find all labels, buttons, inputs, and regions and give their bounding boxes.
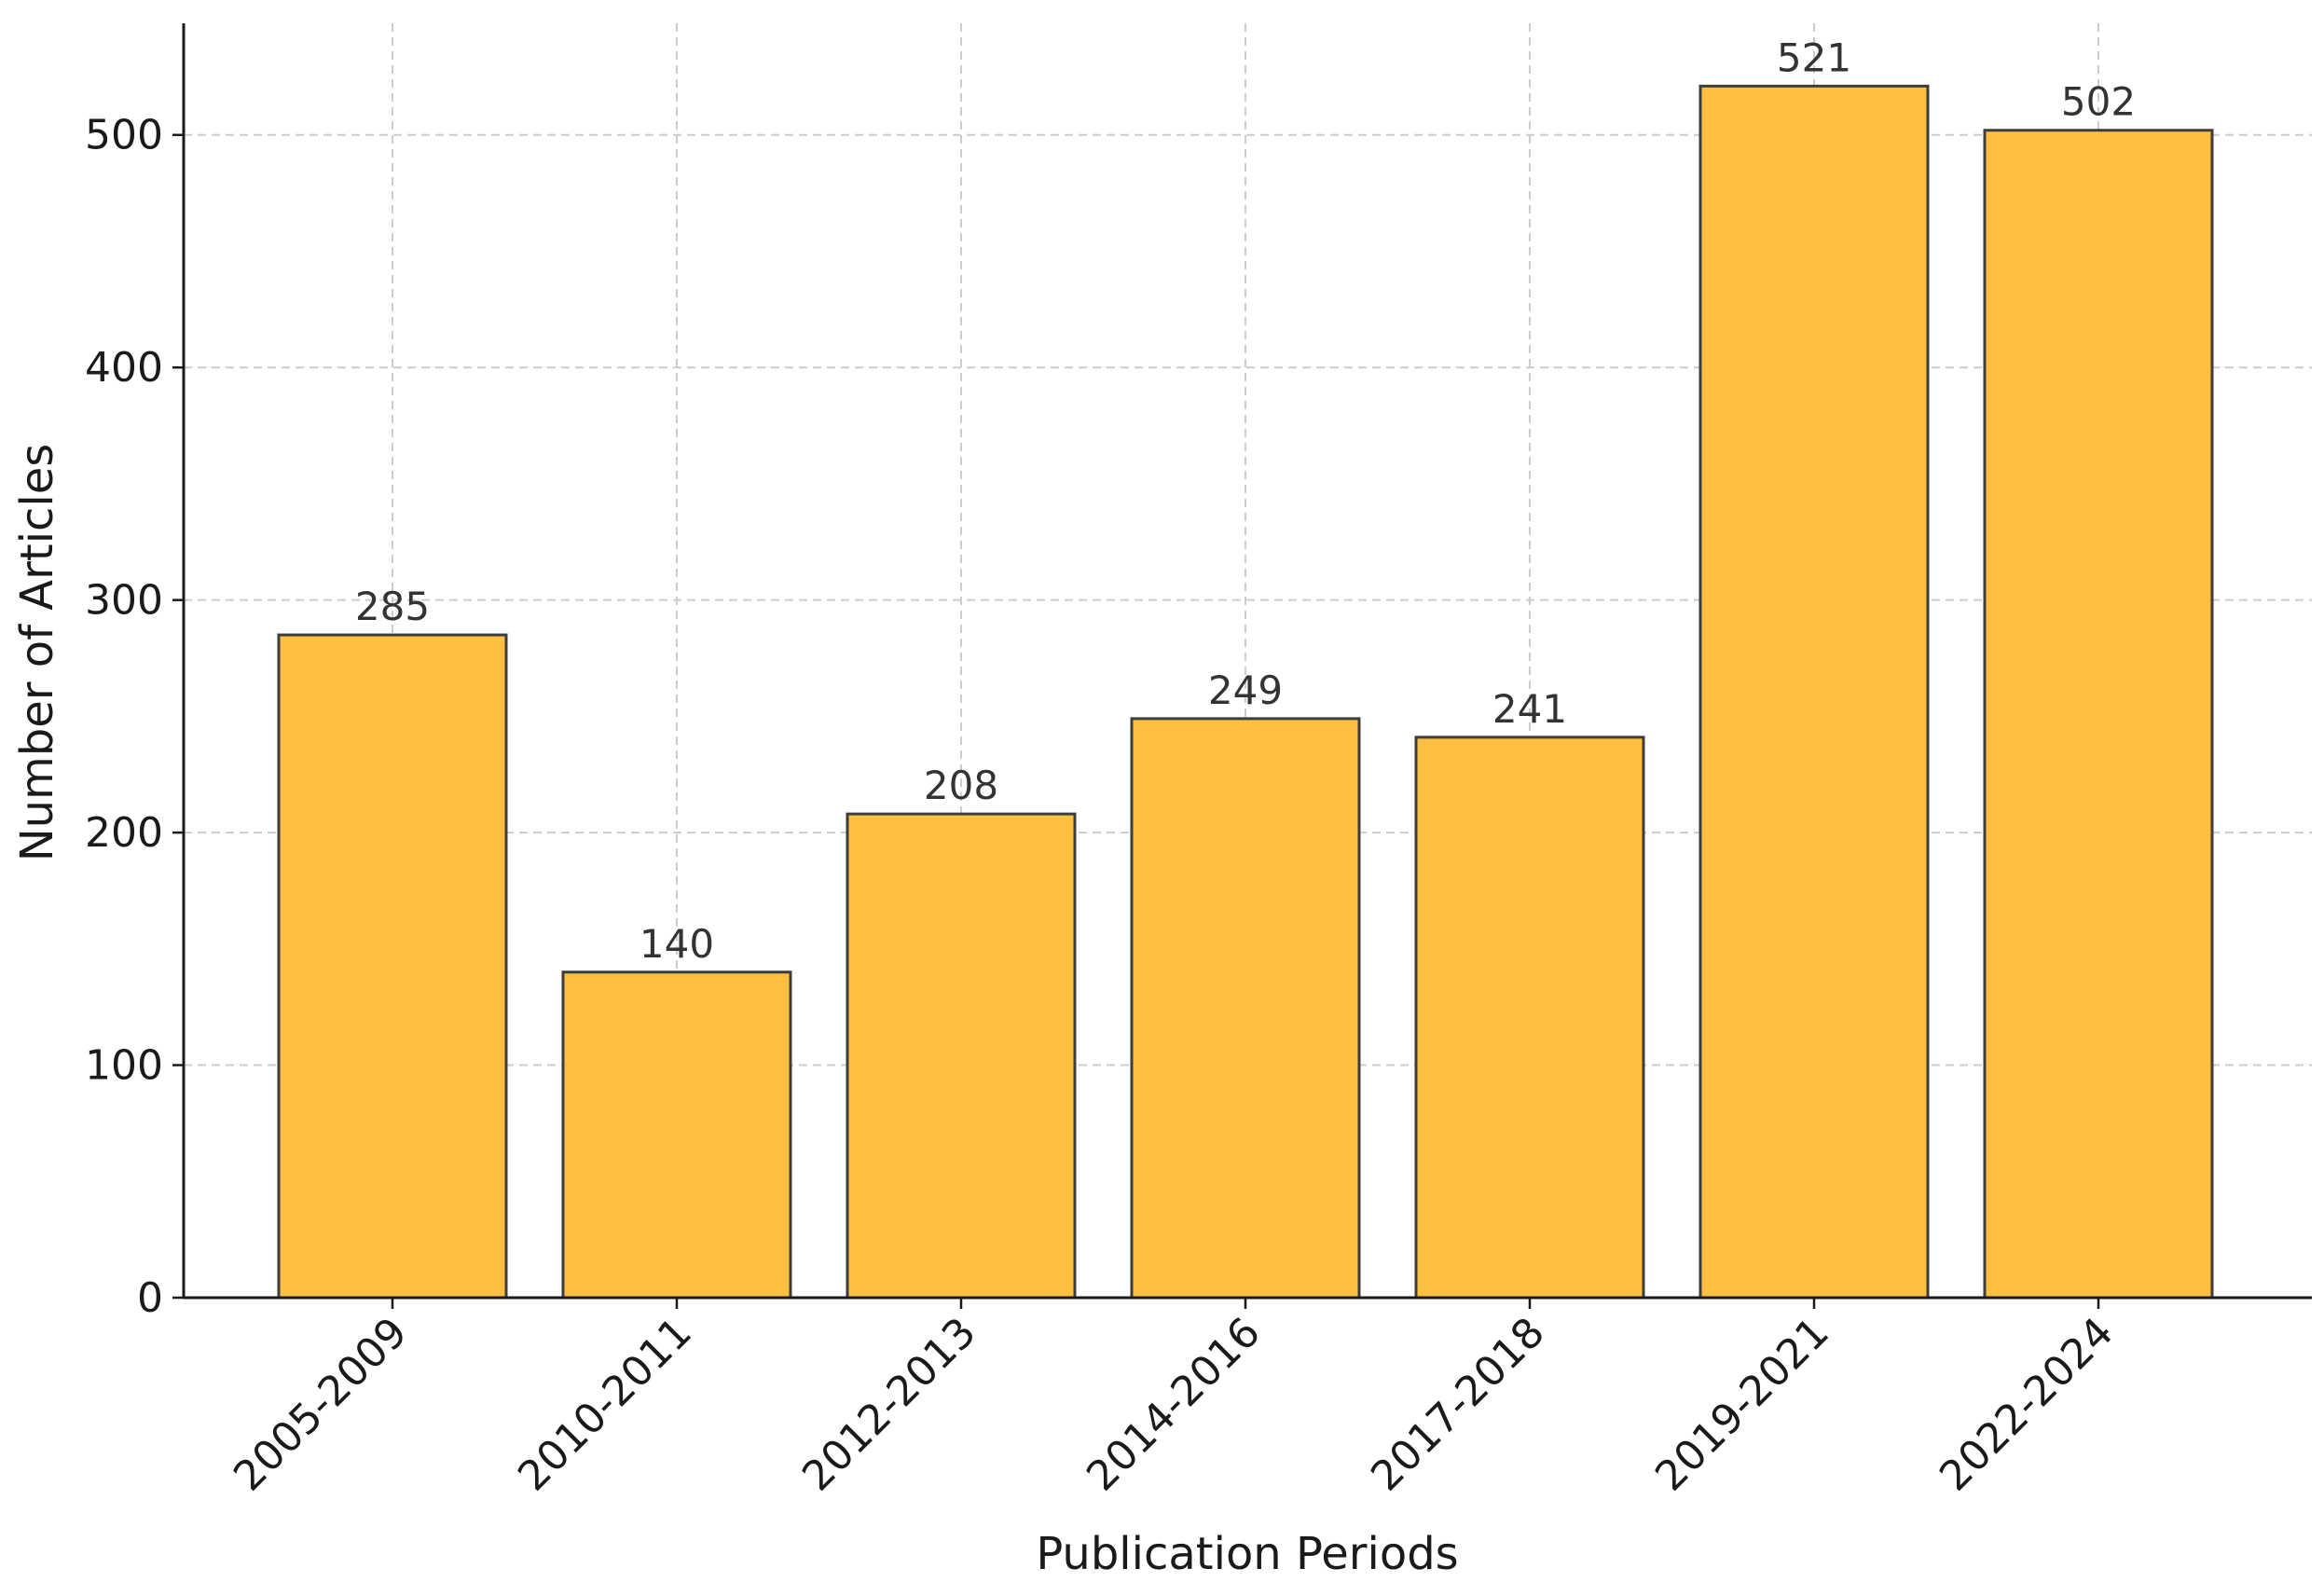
x-axis-title: Publication Periods <box>1036 1528 1458 1580</box>
bar-2019-2021 <box>1698 84 1930 1300</box>
x-tick-label-4: 2017-2018 <box>1362 1309 1554 1501</box>
x-tick-label-6: 2022-2024 <box>1931 1309 2123 1501</box>
bar-2005-2009 <box>277 633 508 1300</box>
axes <box>182 23 2312 1300</box>
data-label-5: 521 <box>1777 34 1851 80</box>
bar-2010-2011 <box>561 970 792 1300</box>
data-label-1: 140 <box>639 921 714 967</box>
y-ticks: 0 100 200 300 400 500 <box>85 112 184 1322</box>
bar-2022-2024 <box>1983 129 2214 1300</box>
y-tick-label-1: 100 <box>85 1042 163 1090</box>
x-tick-label-5: 2019-2021 <box>1646 1309 1838 1501</box>
y-tick-label-3: 300 <box>85 577 163 625</box>
bar-2017-2018 <box>1414 736 1645 1300</box>
bar-2012-2013 <box>846 812 1077 1300</box>
x-tick-label-0: 2005-2009 <box>225 1309 417 1501</box>
x-tick-label-1: 2010-2011 <box>509 1309 701 1501</box>
y-axis-title: Number of Articles <box>11 444 63 862</box>
y-tick-label-5: 500 <box>85 112 163 159</box>
bars <box>277 84 2214 1300</box>
data-label-3: 249 <box>1208 667 1283 713</box>
x-tick-label-3: 2014-2016 <box>1078 1309 1270 1501</box>
y-tick-label-2: 200 <box>85 809 163 857</box>
data-label-4: 241 <box>1492 686 1567 732</box>
data-label-6: 502 <box>2061 79 2136 125</box>
data-label-2: 208 <box>924 763 998 808</box>
x-ticks: 2005-2009 2010-2011 2012-2013 2014-2016 2017… <box>225 1298 2123 1500</box>
y-tick-label-0: 0 <box>137 1274 163 1322</box>
x-tick-label-2: 2012-2013 <box>793 1309 985 1501</box>
y-tick-label-4: 400 <box>85 344 163 392</box>
bar-2014-2016 <box>1130 717 1361 1300</box>
data-labels: 285 140 208 249 241 521 502 <box>355 34 2136 966</box>
data-label-0: 285 <box>355 584 430 629</box>
